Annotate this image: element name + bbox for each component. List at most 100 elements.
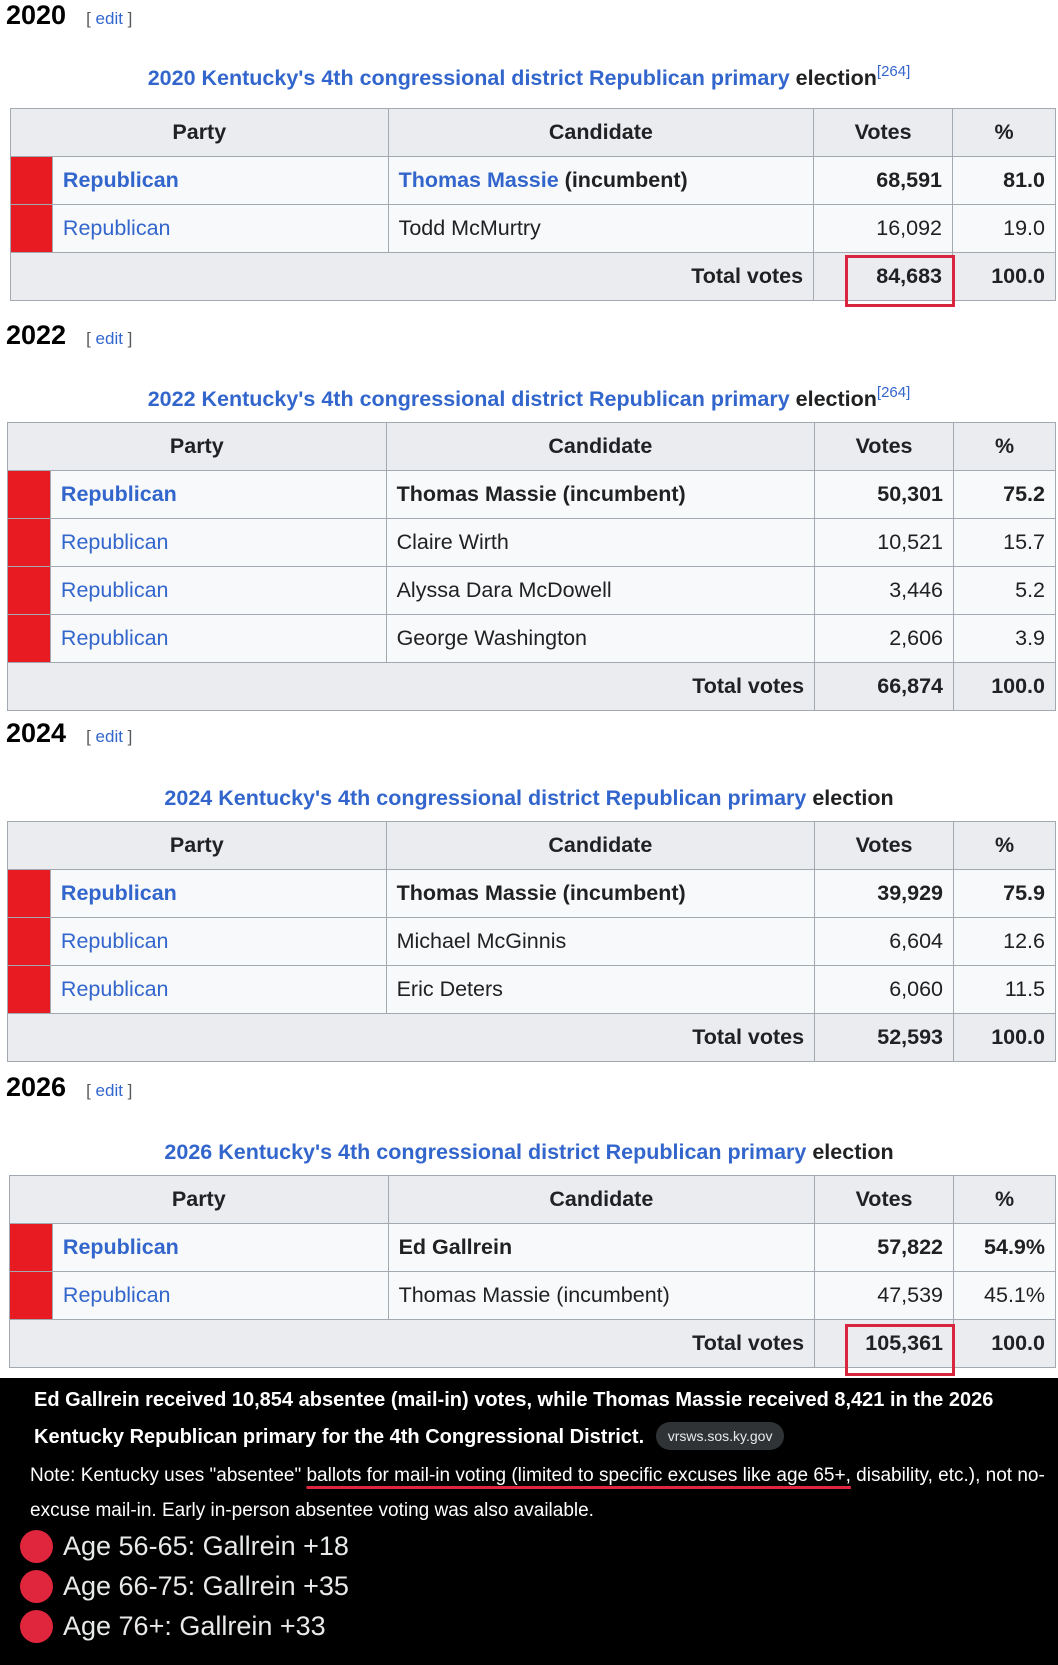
- party-link[interactable]: Republican: [51, 204, 389, 253]
- total-percent: 100.0: [953, 662, 1056, 711]
- total-percent: 100.0: [953, 1013, 1056, 1062]
- party-link[interactable]: Republican: [49, 869, 387, 918]
- table-row: Republican Claire Wirth 10,521 15.7: [7, 518, 1056, 567]
- party-color-swatch: [10, 204, 53, 253]
- total-row: Total votes 52,593 100.0: [6, 1013, 1056, 1062]
- party-link[interactable]: Republican: [49, 518, 387, 567]
- underlined-note: ballots for mail-in voting (limited to s…: [306, 1465, 851, 1486]
- year-heading: 2024: [6, 718, 67, 748]
- highlight-box: [845, 1324, 955, 1376]
- table-row: Republican George Washington 2,606 3.9: [7, 614, 1056, 663]
- results-table-2022: Party Candidate Votes % Republican Thoma…: [6, 422, 1056, 711]
- votes-cell: 6,060: [814, 965, 954, 1014]
- votes-cell: 57,822: [814, 1223, 954, 1272]
- reference-link[interactable]: [264]: [876, 63, 911, 80]
- header-percent: %: [952, 108, 1056, 157]
- bullet-text: Age 66-75: Gallrein +35: [63, 1570, 349, 1601]
- caption-link[interactable]: 2022 Kentucky's 4th congressional distri…: [147, 387, 790, 411]
- reference-link[interactable]: [264]: [876, 384, 911, 401]
- total-percent: 100.0: [952, 252, 1056, 301]
- table-row: Republican Thomas Massie (incumbent) 68,…: [10, 156, 1056, 205]
- candidate-cell: Thomas Massie (incumbent): [385, 869, 816, 918]
- candidate-cell: Thomas Massie (incumbent): [385, 470, 816, 519]
- party-color-swatch: [7, 965, 51, 1014]
- party-link[interactable]: Republican: [49, 470, 387, 519]
- red-circle-icon: [20, 1609, 53, 1643]
- results-table-2020: Party Candidate Votes % Republican Thoma…: [9, 108, 1056, 301]
- votes-cell: 39,929: [814, 869, 954, 918]
- total-votes: 52,593: [814, 1013, 954, 1062]
- percent-cell: 11.5: [953, 965, 1056, 1014]
- percent-cell: 75.9: [953, 869, 1056, 918]
- votes-cell: 3,446: [814, 566, 954, 615]
- bullet-text: Age 56-65: Gallrein +18: [63, 1530, 349, 1561]
- party-color-swatch: [7, 869, 51, 918]
- list-item: Age 76+: Gallrein +33: [20, 1606, 326, 1646]
- votes-cell: 2,606: [814, 614, 954, 663]
- edit-link[interactable]: edit: [95, 329, 123, 348]
- header-votes: Votes: [814, 1175, 954, 1224]
- votes-cell: 16,092: [813, 204, 954, 253]
- edit-link[interactable]: edit: [95, 727, 123, 746]
- candidate-cell: Thomas Massie (incumbent): [387, 156, 815, 205]
- header-votes: Votes: [814, 821, 954, 870]
- year-heading: 2026: [6, 1072, 67, 1102]
- table-caption: 2026 Kentucky's 4th congressional distri…: [164, 1140, 894, 1164]
- party-link[interactable]: Republican: [51, 1271, 389, 1320]
- party-link[interactable]: Republican: [49, 566, 387, 615]
- table-row: Republican Michael McGinnis 6,604 12.6: [7, 917, 1056, 966]
- header-candidate: Candidate: [387, 108, 815, 157]
- party-link[interactable]: Republican: [49, 917, 387, 966]
- section-heading-2026: 2026 [ edit ]: [6, 1072, 133, 1102]
- header-party: Party: [7, 422, 387, 471]
- party-link[interactable]: Republican: [51, 1223, 389, 1272]
- table-row: Republican Thomas Massie (incumbent) 39,…: [7, 869, 1056, 918]
- red-circle-icon: [20, 1569, 53, 1603]
- percent-cell: 75.2: [953, 470, 1056, 519]
- table-caption: 2020 Kentucky's 4th congressional distri…: [147, 63, 911, 90]
- list-item: Age 56-65: Gallrein +18: [20, 1526, 349, 1566]
- caption-link[interactable]: 2024 Kentucky's 4th congressional distri…: [164, 786, 807, 810]
- percent-cell: 3.9: [953, 614, 1056, 663]
- candidate-cell: Alyssa Dara McDowell: [385, 566, 816, 615]
- candidate-cell: George Washington: [385, 614, 816, 663]
- total-label: Total votes: [6, 1013, 816, 1062]
- table-caption: 2024 Kentucky's 4th congressional distri…: [164, 786, 894, 810]
- party-link[interactable]: Republican: [49, 614, 387, 663]
- header-votes: Votes: [813, 108, 954, 157]
- candidate-cell: Ed Gallrein: [387, 1223, 816, 1272]
- candidate-cell: Todd McMurtry: [387, 204, 815, 253]
- edit-link[interactable]: edit: [95, 1081, 123, 1100]
- percent-cell: 15.7: [953, 518, 1056, 567]
- header-percent: %: [953, 422, 1056, 471]
- edit-link[interactable]: edit: [95, 9, 123, 28]
- post-panel: Ed Gallrein received 10,854 absentee (ma…: [0, 1378, 1058, 1665]
- header-party: Party: [7, 821, 387, 870]
- percent-cell: 45.1%: [953, 1271, 1056, 1320]
- party-link[interactable]: Republican: [49, 965, 387, 1014]
- caption-link[interactable]: 2020 Kentucky's 4th congressional distri…: [147, 66, 790, 90]
- caption-link[interactable]: 2026 Kentucky's 4th congressional distri…: [164, 1140, 807, 1164]
- candidate-link[interactable]: Thomas Massie: [398, 168, 559, 192]
- header-party: Party: [9, 1175, 389, 1224]
- total-percent: 100.0: [953, 1319, 1056, 1368]
- percent-cell: 19.0: [952, 204, 1056, 253]
- votes-cell: 68,591: [813, 156, 954, 205]
- votes-cell: 10,521: [814, 518, 954, 567]
- candidate-cell: Claire Wirth: [385, 518, 816, 567]
- post-summary: Ed Gallrein received 10,854 absentee (ma…: [34, 1382, 1044, 1456]
- total-votes: 105,361: [814, 1319, 954, 1368]
- party-color-swatch: [7, 470, 51, 519]
- party-color-swatch: [7, 566, 51, 615]
- header-party: Party: [10, 108, 389, 157]
- source-chip[interactable]: vrsws.sos.ky.gov: [655, 1422, 785, 1450]
- table-row: Republican Todd McMurtry 16,092 19.0: [10, 204, 1056, 253]
- party-link[interactable]: Republican: [51, 156, 389, 205]
- total-label: Total votes: [6, 662, 816, 711]
- votes-cell: 6,604: [814, 917, 954, 966]
- candidate-cell: Thomas Massie (incumbent): [387, 1271, 816, 1320]
- total-row: Total votes 105,361 100.0: [8, 1319, 1056, 1368]
- table-row: Republican Ed Gallrein 57,822 54.9%: [9, 1223, 1056, 1272]
- year-heading: 2022: [6, 320, 67, 350]
- table-caption: 2022 Kentucky's 4th congressional distri…: [147, 384, 911, 411]
